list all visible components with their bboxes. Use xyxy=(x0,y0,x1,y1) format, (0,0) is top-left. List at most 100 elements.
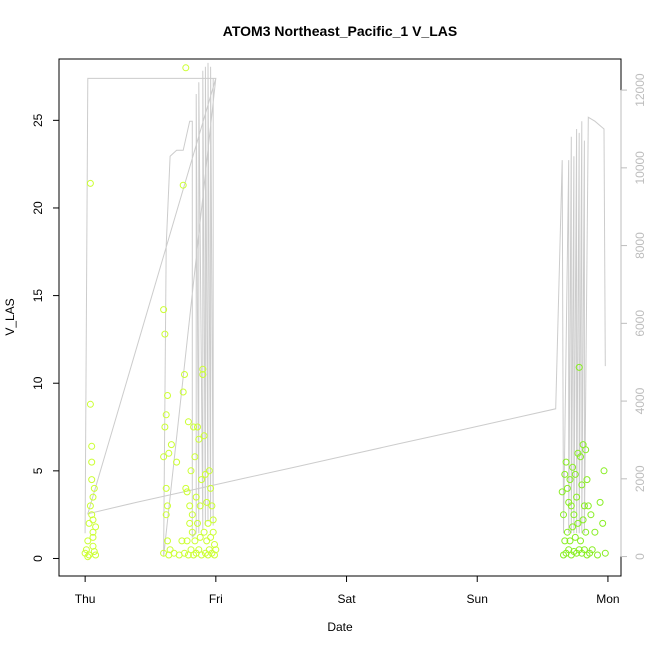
data-point xyxy=(92,551,100,559)
data-point xyxy=(577,537,584,545)
y2-tick-label: 2000 xyxy=(633,465,647,492)
data-point xyxy=(160,453,168,461)
data-point xyxy=(200,432,208,440)
x-tick-label: Sun xyxy=(467,592,488,606)
data-point xyxy=(188,528,196,536)
data-point xyxy=(587,511,595,519)
y-axis: 0 5 10 15 20 25 xyxy=(31,113,60,562)
data-point xyxy=(211,541,218,548)
data-point xyxy=(199,365,207,373)
chart-title: ATOM3 Northeast_Pacific_1 V_LAS xyxy=(223,23,457,39)
data-point xyxy=(164,537,171,545)
data-point xyxy=(167,441,175,449)
data-point xyxy=(566,537,574,545)
data-point xyxy=(178,537,186,545)
data-point xyxy=(209,528,217,536)
data-point xyxy=(191,453,199,461)
y-tick-label: 0 xyxy=(31,555,45,562)
data-point xyxy=(580,502,588,510)
data-point xyxy=(173,458,181,466)
y2-tick-label: 0 xyxy=(633,553,647,560)
data-point xyxy=(89,516,97,524)
data-point xyxy=(209,516,217,524)
x-tick-label: Fri xyxy=(209,592,223,606)
data-point xyxy=(90,548,98,555)
data-point xyxy=(84,537,92,545)
data-point xyxy=(596,498,604,506)
data-point xyxy=(588,546,596,554)
data-point xyxy=(558,488,566,496)
data-point xyxy=(184,418,192,426)
data-point xyxy=(591,528,599,536)
data-point xyxy=(577,453,584,461)
data-point xyxy=(86,400,94,408)
y2-axis: 0 2000 4000 6000 8000 10000 12000 xyxy=(620,73,647,560)
x-tick-label: Sat xyxy=(338,592,357,606)
data-point xyxy=(567,502,575,510)
data-point xyxy=(187,467,195,475)
data-point xyxy=(575,363,583,371)
data-point xyxy=(201,470,209,478)
y-tick-label: 25 xyxy=(31,113,45,127)
data-point xyxy=(571,470,579,478)
data-point xyxy=(200,528,208,536)
data-point xyxy=(583,476,591,484)
data-point xyxy=(90,484,98,492)
data-point xyxy=(89,533,97,541)
y2-tick-label: 8000 xyxy=(633,232,647,259)
data-point xyxy=(562,458,570,466)
data-point xyxy=(84,553,92,561)
y-tick-label: 15 xyxy=(31,289,45,303)
y-tick-label: 10 xyxy=(31,376,45,390)
data-point xyxy=(183,488,191,496)
y2-tick-label: 4000 xyxy=(633,387,647,414)
data-point xyxy=(195,435,203,443)
data-point xyxy=(203,498,211,506)
data-point xyxy=(582,446,590,454)
data-point xyxy=(199,371,207,378)
data-point xyxy=(569,463,577,471)
data-point xyxy=(194,519,201,527)
data-point xyxy=(212,546,220,554)
y-tick-label: 5 xyxy=(31,467,45,474)
data-point xyxy=(563,528,571,536)
data-point xyxy=(162,411,170,419)
data-point xyxy=(561,470,569,478)
series-line xyxy=(84,62,606,557)
data-point xyxy=(573,493,581,501)
x-axis-label: Date xyxy=(327,620,353,634)
data-point xyxy=(203,537,211,545)
data-point xyxy=(194,423,201,431)
data-point xyxy=(190,423,198,431)
x-tick-label: Thu xyxy=(75,592,96,606)
data-point xyxy=(192,493,200,501)
data-point xyxy=(198,476,205,484)
x-axis: Thu Fri Sat Sun Mon xyxy=(75,575,620,606)
data-point xyxy=(164,392,171,399)
data-point xyxy=(601,549,609,557)
data-point xyxy=(183,537,191,545)
data-point xyxy=(584,502,592,510)
data-point xyxy=(85,519,93,527)
data-point xyxy=(205,467,213,475)
y2-tick-label: 10000 xyxy=(633,151,647,185)
y-axis-label: V_LAS xyxy=(3,298,17,335)
y-tick-label: 20 xyxy=(31,201,45,215)
data-point xyxy=(578,481,586,489)
data-point xyxy=(181,549,188,557)
data-point xyxy=(186,502,194,510)
data-point xyxy=(188,511,196,519)
data-point xyxy=(88,458,96,466)
plot-frame xyxy=(58,58,622,577)
data-point xyxy=(164,502,171,510)
data-point xyxy=(161,330,169,338)
data-point xyxy=(179,388,187,396)
data-point xyxy=(574,519,582,527)
data-point xyxy=(566,476,574,484)
data-point xyxy=(182,64,190,72)
data-point xyxy=(207,484,215,492)
data-point xyxy=(182,484,190,492)
data-point xyxy=(191,537,199,545)
data-point xyxy=(86,502,94,510)
